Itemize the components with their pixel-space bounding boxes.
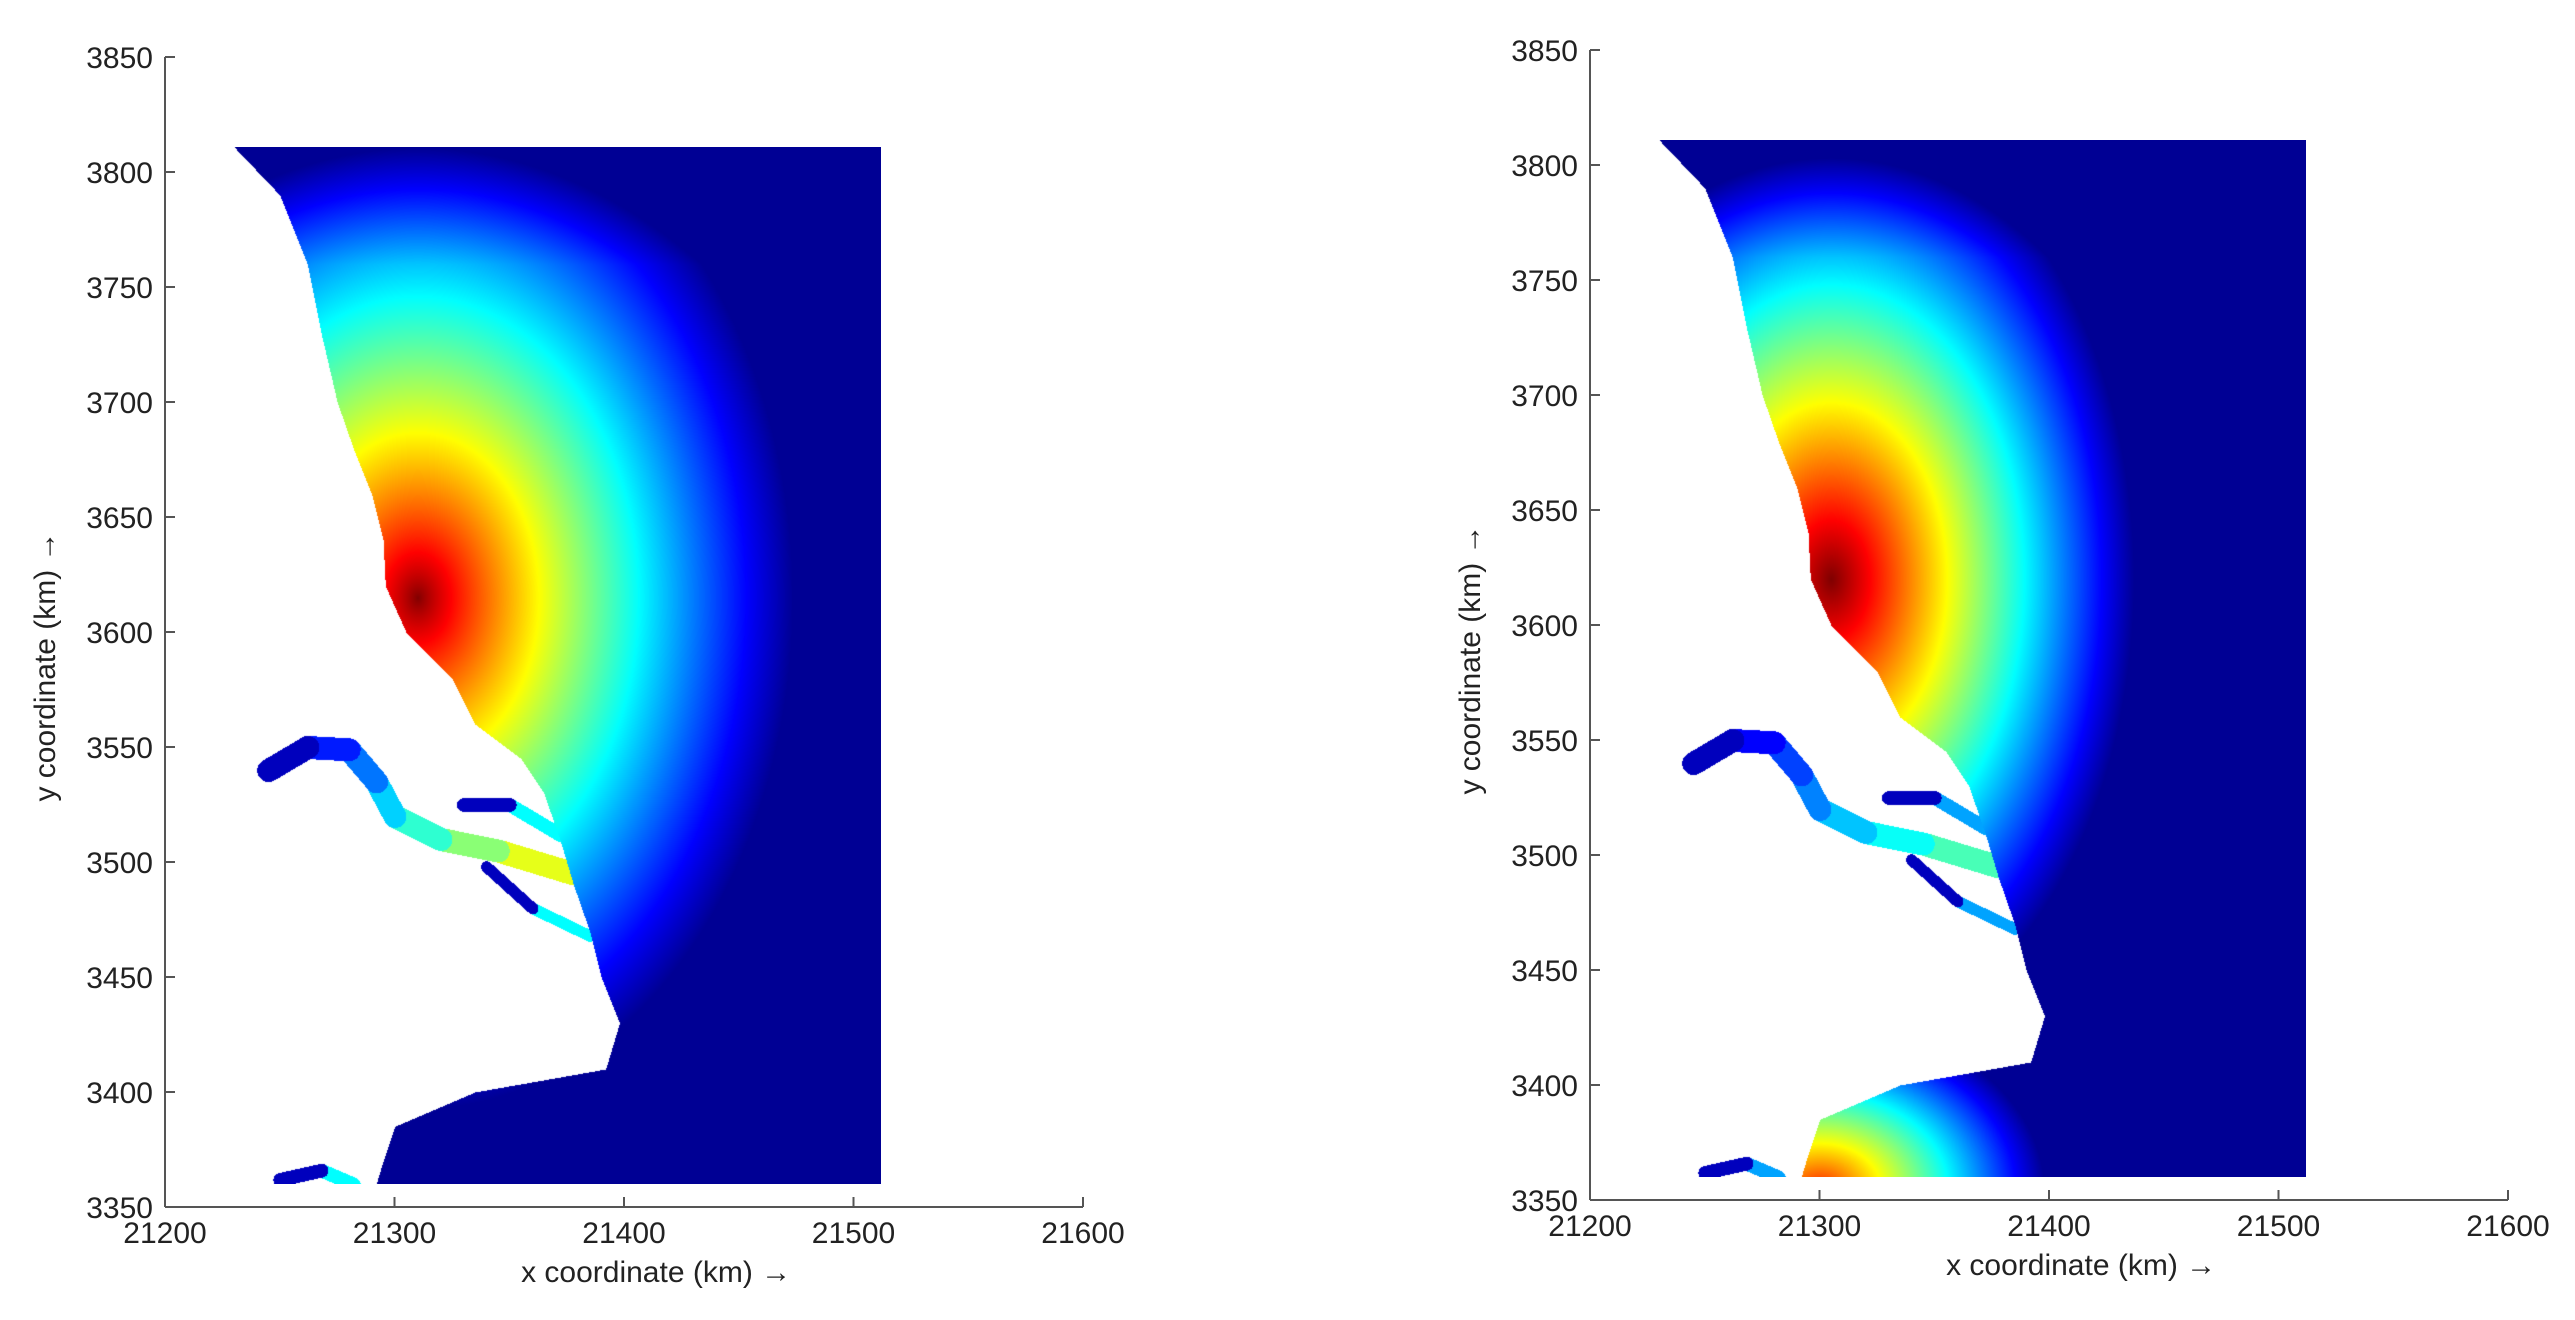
x-tick-label: 21600: [2466, 1210, 2549, 1243]
chart-left: 3350 3400 3450 3500 3550 3600 3650 3700 3750 3800…: [29, 42, 1125, 1289]
y-tick-label: 3750: [1511, 265, 1578, 298]
x-axis-title-right: x coordinate (km) →: [1946, 1249, 2216, 1282]
y-tick-label: 3700: [1511, 380, 1578, 413]
axes-left: 3350 3400 3450 3500 3550 3600 3650 3700 3750 3800…: [29, 42, 1125, 1289]
y-tick-label: 3500: [1511, 840, 1578, 873]
x-tick-label: 21400: [2007, 1210, 2090, 1243]
y-tick-label: 3600: [1511, 610, 1578, 643]
y-ticks-right: 3350 3400 3450 3500 3550 3600 3650 3700 3750 3800…: [1511, 35, 1600, 1218]
y-tick-label: 3800: [1511, 150, 1578, 183]
y-tick-label: 3400: [86, 1077, 153, 1110]
x-tick-label: 21400: [582, 1217, 665, 1250]
x-tick-label: 21500: [812, 1217, 895, 1250]
axes-right: 3350 3400 3450 3500 3550 3600 3650 3700 3750 3800…: [1454, 35, 2550, 1282]
y-tick-label: 3850: [1511, 35, 1578, 68]
y-tick-label: 3850: [86, 42, 153, 75]
x-tick-label: 21500: [2237, 1210, 2320, 1243]
y-tick-label: 3650: [86, 502, 153, 535]
y-tick-label: 3450: [86, 962, 153, 995]
x-ticks-right: 21200 21300 21400 21500 21600: [1548, 1190, 2550, 1243]
x-tick-label: 21600: [1041, 1217, 1124, 1250]
x-tick-label: 21300: [1778, 1210, 1861, 1243]
y-tick-label: 3750: [86, 272, 153, 305]
y-ticks-left: 3350 3400 3450 3500 3550 3600 3650 3700 3750 3800…: [86, 42, 175, 1225]
y-tick-label: 3650: [1511, 495, 1578, 528]
y-axis-title-left: y coordinate (km) →: [29, 531, 62, 801]
x-ticks-left: 21200 21300 21400 21500 21600: [123, 1197, 1125, 1250]
y-tick-label: 3350: [1511, 1185, 1578, 1218]
x-axis-title-left: x coordinate (km) →: [521, 1256, 791, 1289]
y-tick-label: 3550: [1511, 725, 1578, 758]
y-tick-label: 3800: [86, 157, 153, 190]
y-tick-label: 3600: [86, 617, 153, 650]
y-tick-label: 3450: [1511, 955, 1578, 988]
x-tick-label: 21200: [123, 1217, 206, 1250]
y-tick-label: 3400: [1511, 1070, 1578, 1103]
x-tick-label: 21300: [353, 1217, 436, 1250]
y-tick-label: 3500: [86, 847, 153, 880]
y-tick-label: 3700: [86, 387, 153, 420]
x-tick-label: 21200: [1548, 1210, 1631, 1243]
y-tick-label: 3350: [86, 1192, 153, 1225]
chart-right: 3350 3400 3450 3500 3550 3600 3650 3700 3750 3800…: [1454, 35, 2550, 1282]
y-tick-label: 3550: [86, 732, 153, 765]
heatmap-field-right: [1659, 140, 2306, 1177]
y-axis-title-right: y coordinate (km) →: [1454, 524, 1487, 794]
heatmap-field-left: [234, 147, 881, 1184]
